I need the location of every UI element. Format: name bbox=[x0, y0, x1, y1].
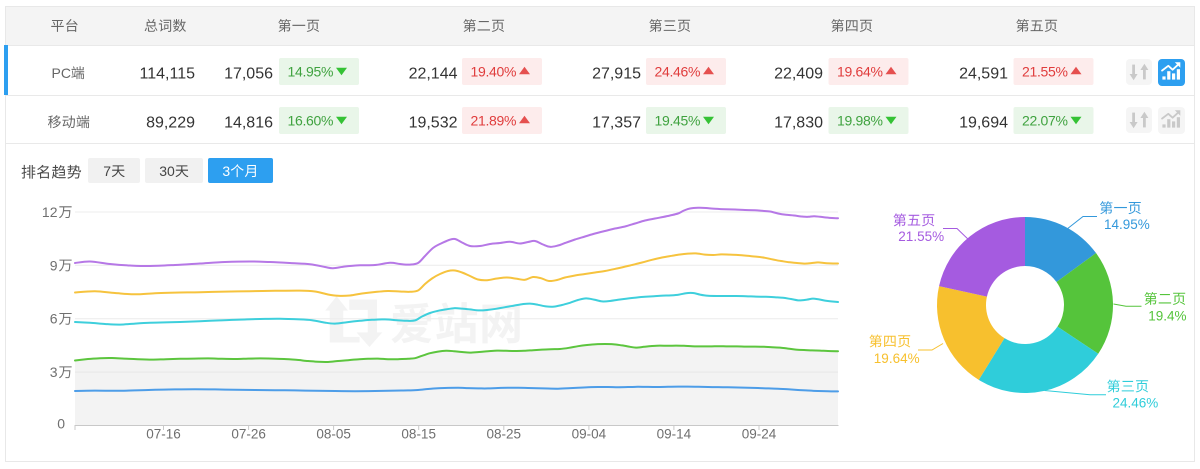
svg-text:14.95%: 14.95% bbox=[288, 64, 334, 80]
svg-text:6: 6 bbox=[50, 311, 58, 327]
svg-text:12: 12 bbox=[42, 204, 58, 220]
svg-text:19.64%: 19.64% bbox=[837, 64, 883, 80]
svg-text:16.60%: 16.60% bbox=[288, 113, 334, 129]
svg-text:3: 3 bbox=[50, 364, 58, 380]
svg-text:07-16: 07-16 bbox=[146, 426, 181, 441]
svg-text:27,915: 27,915 bbox=[592, 66, 641, 83]
svg-text:24,591: 24,591 bbox=[959, 66, 1008, 83]
svg-text:17,357: 17,357 bbox=[592, 115, 641, 132]
svg-text:22,144: 22,144 bbox=[409, 66, 458, 83]
svg-text:24.46%: 24.46% bbox=[655, 64, 701, 80]
svg-text:19.45%: 19.45% bbox=[655, 113, 701, 129]
svg-text:7: 7 bbox=[103, 163, 111, 179]
svg-text:09-14: 09-14 bbox=[657, 426, 692, 441]
svg-text:9: 9 bbox=[50, 257, 58, 273]
svg-text:22,409: 22,409 bbox=[774, 66, 823, 83]
svg-text:19.4%: 19.4% bbox=[1148, 308, 1186, 323]
svg-text:19,532: 19,532 bbox=[409, 115, 458, 132]
svg-text:19.40%: 19.40% bbox=[471, 64, 517, 80]
svg-text:08-15: 08-15 bbox=[401, 426, 436, 441]
svg-text:3: 3 bbox=[222, 163, 230, 179]
svg-text:09-24: 09-24 bbox=[742, 426, 777, 441]
svg-text:89,229: 89,229 bbox=[146, 115, 195, 132]
svg-text:21.55%: 21.55% bbox=[1022, 64, 1068, 80]
svg-text:19.98%: 19.98% bbox=[837, 113, 883, 129]
svg-text:30: 30 bbox=[159, 163, 175, 179]
svg-text:21.89%: 21.89% bbox=[471, 113, 517, 129]
svg-text:08-05: 08-05 bbox=[316, 426, 351, 441]
svg-text:PC: PC bbox=[52, 65, 71, 81]
svg-text:07-26: 07-26 bbox=[231, 426, 266, 441]
svg-text:19.64%: 19.64% bbox=[874, 351, 920, 366]
svg-text:22.07%: 22.07% bbox=[1022, 113, 1068, 129]
svg-text:09-04: 09-04 bbox=[572, 426, 607, 441]
svg-text:19,694: 19,694 bbox=[959, 115, 1008, 132]
svg-text:14.95%: 14.95% bbox=[1104, 217, 1150, 232]
svg-text:21.55%: 21.55% bbox=[898, 229, 944, 244]
svg-text:17,056: 17,056 bbox=[224, 66, 273, 83]
svg-text:14,816: 14,816 bbox=[224, 115, 273, 132]
svg-text:24.46%: 24.46% bbox=[1113, 395, 1159, 410]
svg-text:08-25: 08-25 bbox=[487, 426, 522, 441]
svg-text:17,830: 17,830 bbox=[774, 115, 823, 132]
svg-text:114,115: 114,115 bbox=[140, 66, 196, 83]
svg-text:0: 0 bbox=[57, 416, 65, 432]
